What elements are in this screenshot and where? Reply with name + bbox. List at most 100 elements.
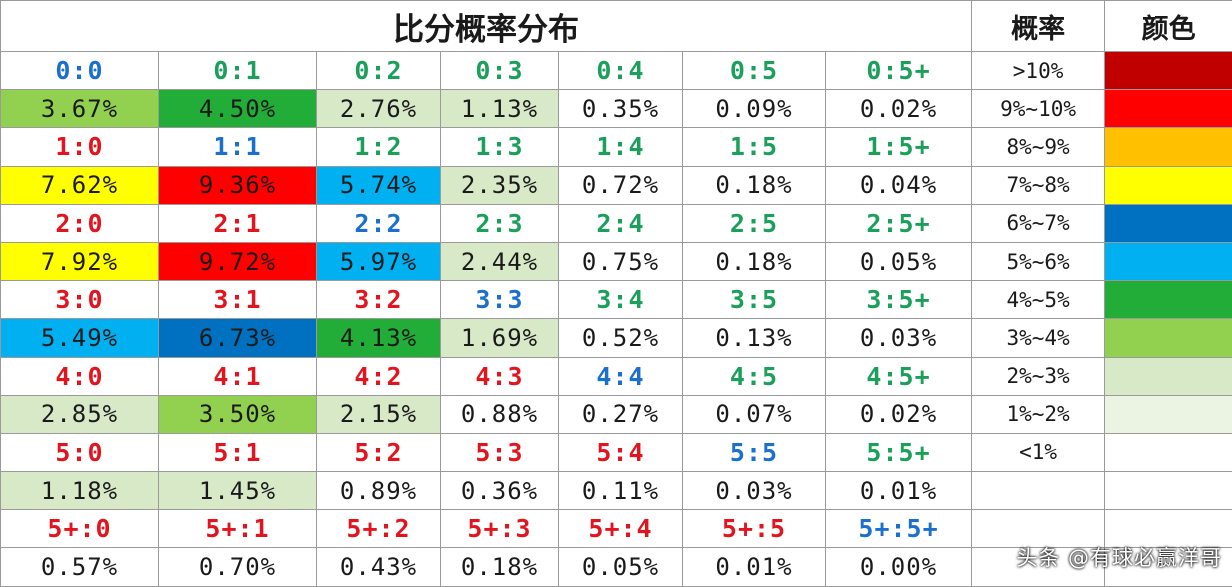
probability-cell: 0.43% xyxy=(316,547,441,587)
probability-cell: 0.04% xyxy=(824,165,973,205)
legend-color-swatch xyxy=(1104,50,1232,91)
score-cell: 2:3 xyxy=(440,203,559,243)
probability-cell: 1.18% xyxy=(0,471,159,511)
probability-cell: 0.88% xyxy=(440,394,559,434)
probability-cell: 5.49% xyxy=(0,318,159,358)
score-cell: 2:4 xyxy=(558,203,683,243)
probability-cell: 7.92% xyxy=(0,241,159,282)
score-cell: 4:4 xyxy=(558,356,683,396)
legend-empty-cell xyxy=(971,547,1106,587)
probability-cell: 9.36% xyxy=(158,165,317,205)
legend-range: 2%~3% xyxy=(971,356,1106,396)
probability-cell: 0.75% xyxy=(558,241,683,282)
probability-cell: 0.70% xyxy=(158,547,317,587)
probability-cell: 0.00% xyxy=(824,547,973,587)
score-cell: 0:1 xyxy=(158,50,317,91)
legend-range: >10% xyxy=(971,50,1106,91)
probability-cell: 0.07% xyxy=(682,394,826,434)
probability-cell: 0.05% xyxy=(824,241,973,282)
probability-cell: 0.01% xyxy=(824,471,973,511)
score-cell: 3:1 xyxy=(158,280,317,320)
probability-cell: 0.52% xyxy=(558,318,683,358)
legend-color-swatch xyxy=(1104,241,1232,282)
probability-cell: 0.03% xyxy=(682,471,826,511)
probability-header: 概率 xyxy=(971,0,1106,52)
score-cell: 4:5+ xyxy=(824,356,973,396)
probability-cell: 2.15% xyxy=(316,394,441,434)
score-cell: 5+:2 xyxy=(316,509,441,549)
probability-cell: 0.89% xyxy=(316,471,441,511)
legend-range: 4%~5% xyxy=(971,280,1106,320)
score-cell: 1:1 xyxy=(158,127,317,167)
score-cell: 3:5 xyxy=(682,280,826,320)
probability-cell: 0.05% xyxy=(558,547,683,587)
probability-cell: 0.18% xyxy=(682,241,826,282)
score-cell: 1:4 xyxy=(558,127,683,167)
score-cell: 5:2 xyxy=(316,432,441,473)
legend-color-swatch xyxy=(1104,203,1232,243)
probability-cell: 5.97% xyxy=(316,241,441,282)
legend-range: 3%~4% xyxy=(971,318,1106,358)
legend-range: 7%~8% xyxy=(971,165,1106,205)
probability-cell: 0.72% xyxy=(558,165,683,205)
legend-color-swatch xyxy=(1104,394,1232,434)
color-header: 颜色 xyxy=(1104,0,1232,52)
legend-empty-cell xyxy=(971,471,1106,511)
score-cell: 5:3 xyxy=(440,432,559,473)
score-cell: 0:4 xyxy=(558,50,683,91)
score-cell: 5:4 xyxy=(558,432,683,473)
legend-range: <1% xyxy=(971,432,1106,473)
probability-cell: 2.76% xyxy=(316,89,441,129)
score-cell: 5+:4 xyxy=(558,509,683,549)
score-cell: 4:0 xyxy=(0,356,159,396)
legend-range: 9%~10% xyxy=(971,89,1106,129)
score-cell: 3:4 xyxy=(558,280,683,320)
probability-cell: 1.45% xyxy=(158,471,317,511)
probability-cell: 2.44% xyxy=(440,241,559,282)
score-cell: 4:1 xyxy=(158,356,317,396)
probability-cell: 4.50% xyxy=(158,89,317,129)
score-cell: 1:5 xyxy=(682,127,826,167)
score-cell: 4:5 xyxy=(682,356,826,396)
score-cell: 5:5 xyxy=(682,432,826,473)
score-cell: 5:0 xyxy=(0,432,159,473)
score-cell: 3:0 xyxy=(0,280,159,320)
table-title: 比分概率分布 xyxy=(0,0,973,52)
probability-cell: 0.11% xyxy=(558,471,683,511)
score-cell: 5+:5+ xyxy=(824,509,973,549)
probability-cell: 1.13% xyxy=(440,89,559,129)
score-cell: 2:5 xyxy=(682,203,826,243)
score-cell: 3:5+ xyxy=(824,280,973,320)
score-cell: 5+:0 xyxy=(0,509,159,549)
score-cell: 0:3 xyxy=(440,50,559,91)
score-cell: 4:3 xyxy=(440,356,559,396)
score-cell: 0:0 xyxy=(0,50,159,91)
probability-cell: 0.18% xyxy=(440,547,559,587)
score-cell: 5+:3 xyxy=(440,509,559,549)
score-cell: 0:5 xyxy=(682,50,826,91)
probability-cell: 2.85% xyxy=(0,394,159,434)
probability-cell: 9.72% xyxy=(158,241,317,282)
legend-color-swatch xyxy=(1104,280,1232,320)
score-cell: 1:3 xyxy=(440,127,559,167)
legend-range: 8%~9% xyxy=(971,127,1106,167)
score-cell: 2:0 xyxy=(0,203,159,243)
probability-cell: 0.09% xyxy=(682,89,826,129)
probability-cell: 2.35% xyxy=(440,165,559,205)
legend-empty-swatch xyxy=(1104,471,1232,511)
probability-cell: 0.27% xyxy=(558,394,683,434)
legend-range: 5%~6% xyxy=(971,241,1106,282)
score-cell: 5:5+ xyxy=(824,432,973,473)
legend-color-swatch xyxy=(1104,165,1232,205)
probability-cell: 0.13% xyxy=(682,318,826,358)
probability-cell: 0.18% xyxy=(682,165,826,205)
probability-cell: 0.02% xyxy=(824,394,973,434)
probability-cell: 0.36% xyxy=(440,471,559,511)
score-cell: 2:5+ xyxy=(824,203,973,243)
probability-cell: 0.03% xyxy=(824,318,973,358)
probability-cell: 3.67% xyxy=(0,89,159,129)
score-cell: 5+:1 xyxy=(158,509,317,549)
legend-range: 6%~7% xyxy=(971,203,1106,243)
probability-cell: 6.73% xyxy=(158,318,317,358)
